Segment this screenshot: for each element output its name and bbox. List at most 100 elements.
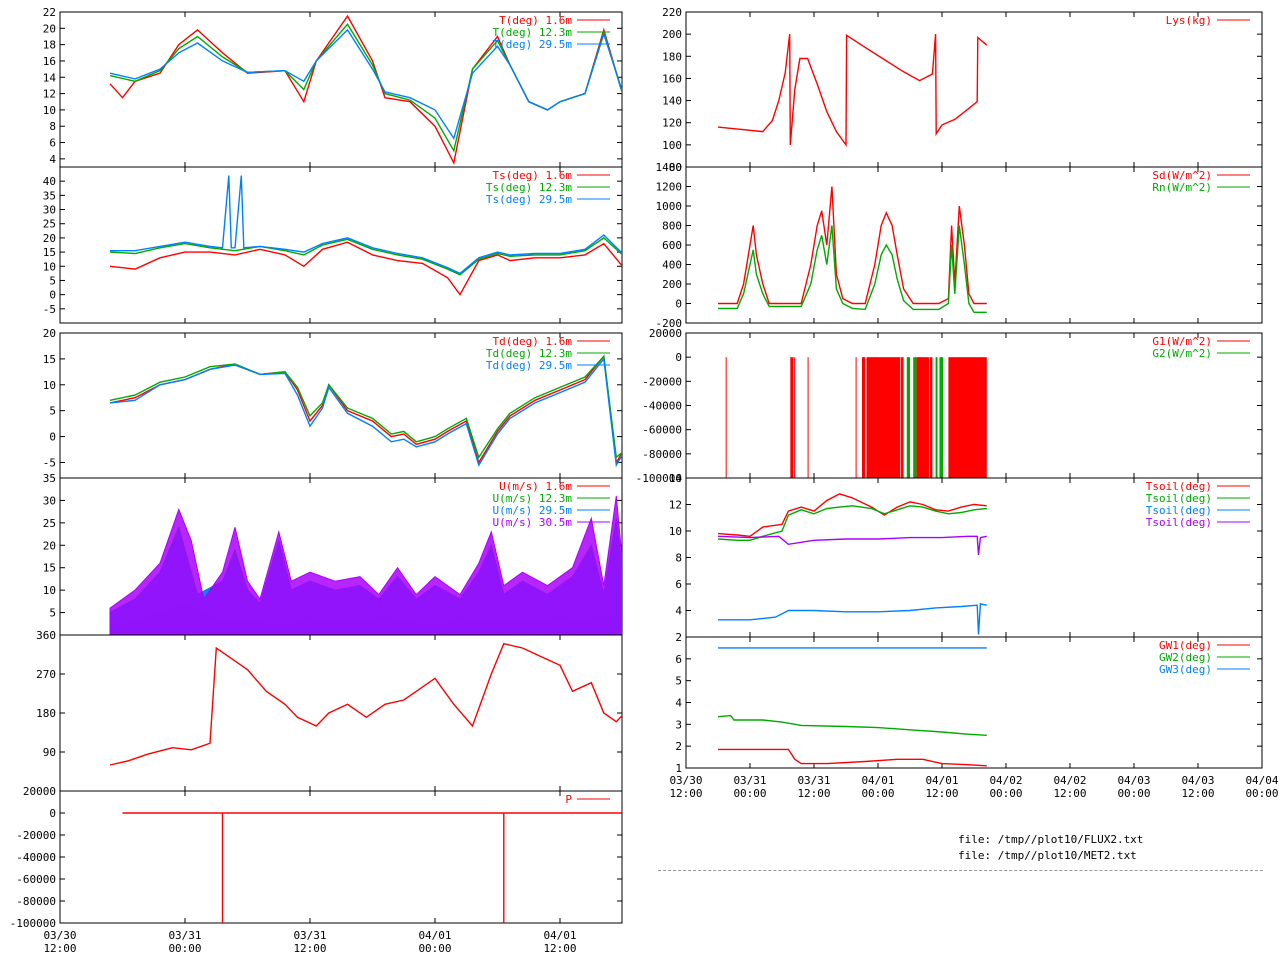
panel-frame-wdir — [59, 634, 623, 792]
ytick-label-press: -40000 — [16, 851, 56, 864]
ytick-label-lys: 120 — [662, 117, 682, 130]
bar-soilheat-0 — [855, 357, 857, 478]
series-press-0 — [122, 812, 622, 923]
ytick-label-press: 0 — [49, 807, 56, 820]
ytick-label-lys: 200 — [662, 28, 682, 41]
ytick-label-ts: 10 — [43, 260, 56, 273]
xtick-label-date: 03/31 — [168, 929, 201, 942]
ytick-label-ts: 5 — [49, 274, 56, 287]
ytick-label-wdir: 90 — [43, 746, 56, 759]
ytick-label-press: -20000 — [16, 829, 56, 842]
ytick-label-tsoil: 10 — [669, 525, 682, 538]
ytick-label-gw: 2 — [675, 740, 682, 753]
ytick-label-press: -60000 — [16, 873, 56, 886]
ytick-label-tsoil: 6 — [675, 578, 682, 591]
bar-soilheat-1 — [906, 357, 910, 478]
ytick-label-rad: 200 — [662, 278, 682, 291]
ytick-label-ts: 40 — [43, 175, 56, 188]
ytick-label-tsoil: 8 — [675, 552, 682, 565]
bar-soilheat-0 — [794, 357, 796, 478]
ytick-label-gw: 1 — [675, 762, 682, 775]
ytick-label-ts: -5 — [43, 303, 56, 316]
legend-label-rad-0: Sd(W/m^2) — [1152, 169, 1212, 182]
ytick-label-wdir: 270 — [36, 668, 56, 681]
series-tsoil-3 — [717, 535, 987, 555]
ytick-label-lys: 100 — [662, 139, 682, 152]
bar-soilheat-0 — [948, 357, 987, 478]
ytick-label-ts: 15 — [43, 246, 56, 259]
ytick-label-rad: 0 — [675, 298, 682, 311]
bar-soilheat-1 — [935, 357, 938, 478]
xtick-label-date: 03/31 — [733, 774, 766, 787]
ytick-label-ts: 35 — [43, 189, 56, 202]
ytick-label-lys: 80 — [669, 161, 682, 174]
bar-soilheat-1 — [939, 357, 944, 478]
series-ts-1 — [109, 237, 622, 276]
legend-label-ts-0: Ts(deg) 1.6m — [493, 169, 573, 182]
bar-soilheat-0 — [901, 357, 904, 478]
ytick-label-temp: 22 — [43, 6, 56, 19]
bar-soilheat-0 — [807, 357, 809, 478]
xtick-label-time: 12:00 — [543, 942, 576, 955]
xtick-label-time: 12:00 — [1053, 787, 1086, 800]
xtick-label-time: 00:00 — [989, 787, 1022, 800]
bar-soilheat-0 — [929, 357, 933, 478]
xtick-label-date: 04/01 — [861, 774, 894, 787]
legend-label-tsoil-0: Tsoil(deg) — [1146, 480, 1212, 493]
legend-label-wind-0: U(m/s) 1.6m — [499, 480, 572, 493]
ytick-label-temp: 18 — [43, 39, 56, 52]
ytick-label-temp: 4 — [49, 153, 56, 166]
legend-label-gw-1: GW2(deg) — [1159, 651, 1212, 664]
ytick-label-td: 5 — [49, 405, 56, 418]
legend-label-tsoil-2: Tsoil(deg) — [1146, 504, 1212, 517]
ytick-label-temp: 6 — [49, 137, 56, 150]
xtick-label-date: 04/02 — [1053, 774, 1086, 787]
xtick-label-time: 12:00 — [669, 787, 702, 800]
legend-label-soilheat-0: G1(W/m^2) — [1152, 335, 1212, 348]
ytick-label-soilheat: 0 — [675, 351, 682, 364]
ytick-label-rad: 1400 — [656, 161, 683, 174]
bar-soilheat-0 — [790, 357, 794, 478]
series-rad-0 — [718, 186, 987, 305]
legend-label-soilheat-1: G2(W/m^2) — [1152, 347, 1212, 360]
xtick-label-time: 00:00 — [418, 942, 451, 955]
ytick-label-gw: 5 — [675, 675, 682, 688]
series-tsoil-2 — [718, 603, 987, 635]
legend-label-temp-2: T(deg) 29.5m — [493, 38, 573, 51]
ytick-label-rad: 1200 — [656, 181, 683, 194]
xtick-label-date: 04/03 — [1181, 774, 1214, 787]
xtick-label-date: 04/04 — [1245, 774, 1278, 787]
series-gw-0 — [718, 748, 987, 767]
ytick-label-soilheat: -100000 — [636, 472, 682, 485]
ytick-label-temp: 20 — [43, 22, 56, 35]
legend-label-gw-2: GW3(deg) — [1159, 663, 1212, 676]
series-td-1 — [109, 354, 622, 459]
ytick-label-ts: 0 — [49, 289, 56, 302]
xtick-label-date: 04/03 — [1117, 774, 1150, 787]
ytick-label-wind: 15 — [43, 562, 56, 575]
xtick-label-date: 03/30 — [669, 774, 702, 787]
xtick-label-date: 03/30 — [43, 929, 76, 942]
ytick-label-ts: 20 — [43, 232, 56, 245]
ytick-label-rad: 400 — [662, 259, 682, 272]
xtick-label-time: 12:00 — [293, 942, 326, 955]
ytick-label-td: -5 — [43, 456, 56, 469]
legend-label-wind-3: U(m/s) 30.5m — [493, 516, 573, 529]
ytick-label-td: 15 — [43, 353, 56, 366]
series-wind-3 — [109, 495, 622, 635]
ytick-label-gw: 6 — [675, 653, 682, 666]
xtick-label-time: 12:00 — [797, 787, 830, 800]
series-gw-1 — [717, 714, 987, 736]
ytick-label-temp: 12 — [43, 88, 56, 101]
legend-label-td-0: Td(deg) 1.6m — [493, 335, 573, 348]
legend-label-tsoil-3: Tsoil(deg) — [1146, 516, 1212, 529]
ytick-label-lys: 180 — [662, 50, 682, 63]
legend-label-gw-0: GW1(deg) — [1159, 639, 1212, 652]
legend-label-wind-2: U(m/s) 29.5m — [493, 504, 573, 517]
ytick-label-soilheat: -20000 — [642, 375, 682, 388]
footer-file-2: file: /tmp//plot10/MET2.txt — [958, 849, 1137, 862]
ytick-label-soilheat: -80000 — [642, 448, 682, 461]
ytick-label-tsoil: 4 — [675, 605, 682, 618]
legend-label-press-0: P — [565, 793, 572, 806]
